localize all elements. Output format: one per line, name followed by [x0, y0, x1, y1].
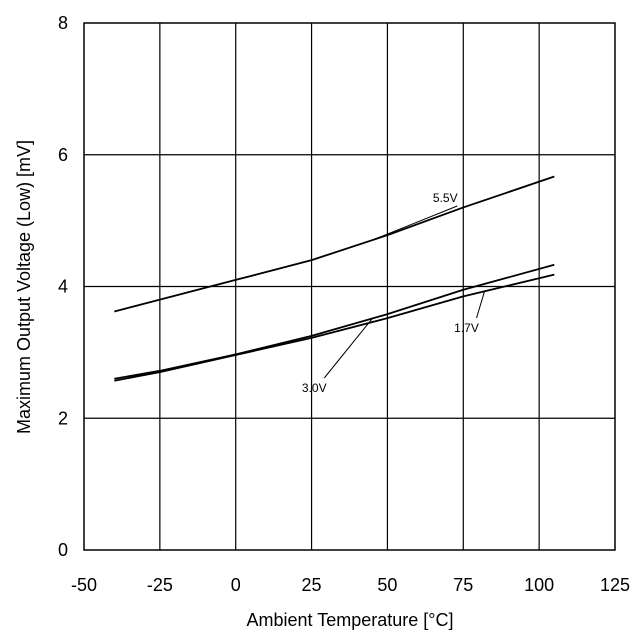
annotation-leader-0: [372, 205, 458, 241]
x-tick-label: 75: [453, 575, 473, 595]
series-line-5-5v: [114, 175, 555, 313]
y-tick-labels: 0 2 4 6 8: [58, 13, 68, 560]
y-axis-title: Maximum Output Voltage (Low) [mV]: [14, 140, 34, 434]
series-line-3-0v: [114, 263, 555, 380]
annotation-label-0: 5.5V: [433, 191, 458, 205]
x-tick-labels: -50 -25 0 25 50 75 100 125: [71, 575, 630, 595]
x-tick-label: 125: [600, 575, 630, 595]
grid: [84, 23, 615, 550]
annotation-layer: 5.5V 3.0V 1.7V: [302, 191, 486, 395]
x-tick-label: 0: [231, 575, 241, 595]
annotation-leader-2: [476, 291, 486, 319]
annotation-leader-1: [323, 318, 373, 379]
y-tick-label: 4: [58, 277, 68, 297]
x-tick-label: 25: [302, 575, 322, 595]
x-tick-label: 100: [524, 575, 554, 595]
series-layer: [114, 175, 555, 382]
plot-frame: [83, 22, 616, 551]
y-tick-label: 0: [58, 540, 68, 560]
x-tick-label: -25: [147, 575, 173, 595]
annotation-label-2: 1.7V: [454, 321, 479, 335]
x-tick-label: 50: [377, 575, 397, 595]
y-tick-label: 2: [58, 408, 68, 428]
annotation-label-1: 3.0V: [302, 381, 327, 395]
y-tick-label: 8: [58, 13, 68, 33]
x-axis-title: Ambient Temperature [°C]: [247, 610, 454, 630]
x-tick-label: -50: [71, 575, 97, 595]
series-line-1-7v: [114, 273, 555, 382]
y-tick-label: 6: [58, 145, 68, 165]
